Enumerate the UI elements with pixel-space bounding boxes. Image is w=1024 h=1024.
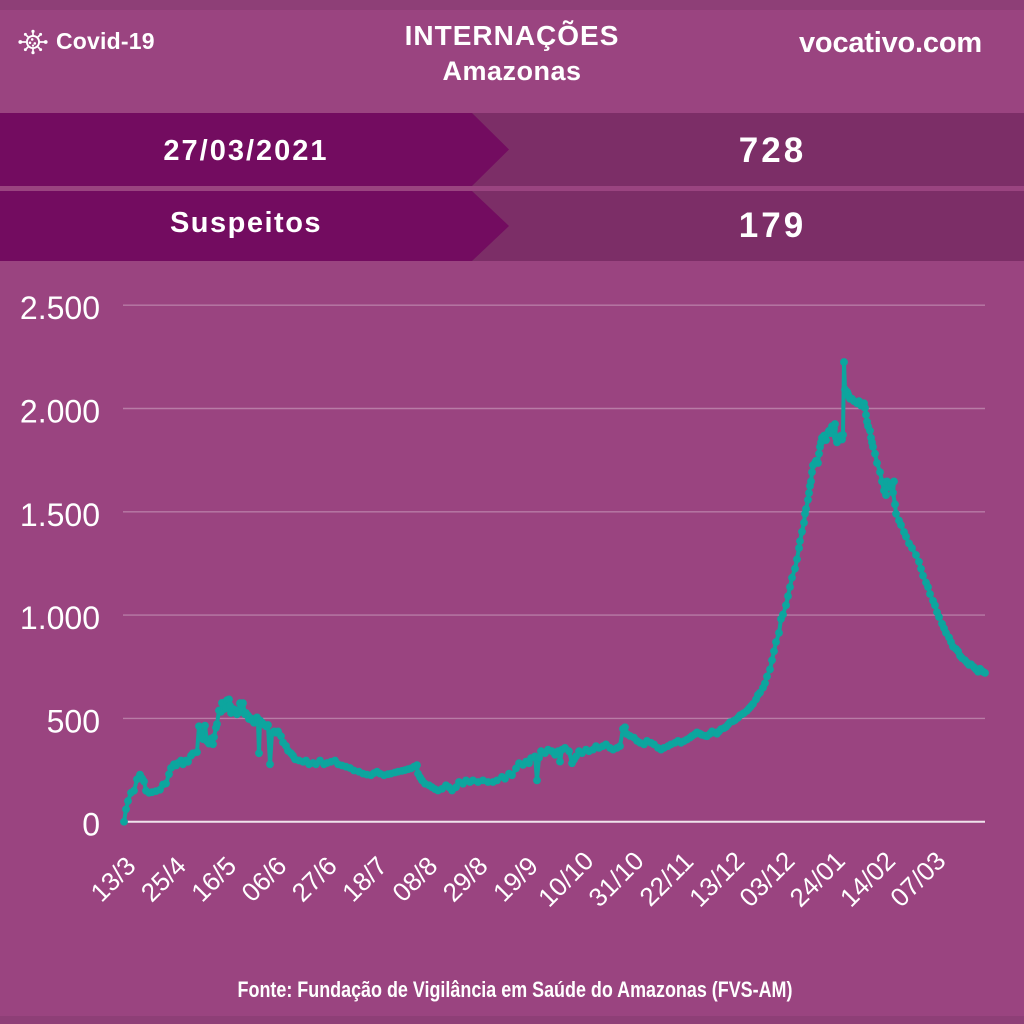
- svg-text:07/03: 07/03: [884, 845, 951, 912]
- svg-text:19/9: 19/9: [487, 851, 544, 908]
- svg-text:16/5: 16/5: [185, 851, 242, 908]
- svg-text:2.500: 2.500: [20, 290, 100, 326]
- svg-text:08/8: 08/8: [386, 851, 443, 908]
- svg-text:2.000: 2.000: [20, 394, 100, 430]
- svg-text:31/10: 31/10: [582, 845, 649, 912]
- svg-text:24/01: 24/01: [784, 845, 851, 912]
- svg-text:06/6: 06/6: [235, 851, 292, 908]
- svg-text:10/10: 10/10: [532, 845, 599, 912]
- svg-text:1.000: 1.000: [20, 600, 100, 636]
- svg-text:14/02: 14/02: [834, 845, 901, 912]
- svg-text:27/6: 27/6: [286, 851, 343, 908]
- svg-text:03/12: 03/12: [733, 845, 800, 912]
- svg-text:0: 0: [82, 807, 100, 843]
- svg-text:18/7: 18/7: [336, 851, 393, 908]
- svg-text:1.500: 1.500: [20, 497, 100, 533]
- svg-text:500: 500: [47, 703, 100, 739]
- svg-text:25/4: 25/4: [135, 851, 192, 908]
- svg-text:13/3: 13/3: [85, 851, 142, 908]
- svg-text:13/12: 13/12: [683, 845, 750, 912]
- svg-text:22/11: 22/11: [633, 846, 699, 912]
- svg-text:29/8: 29/8: [437, 851, 494, 908]
